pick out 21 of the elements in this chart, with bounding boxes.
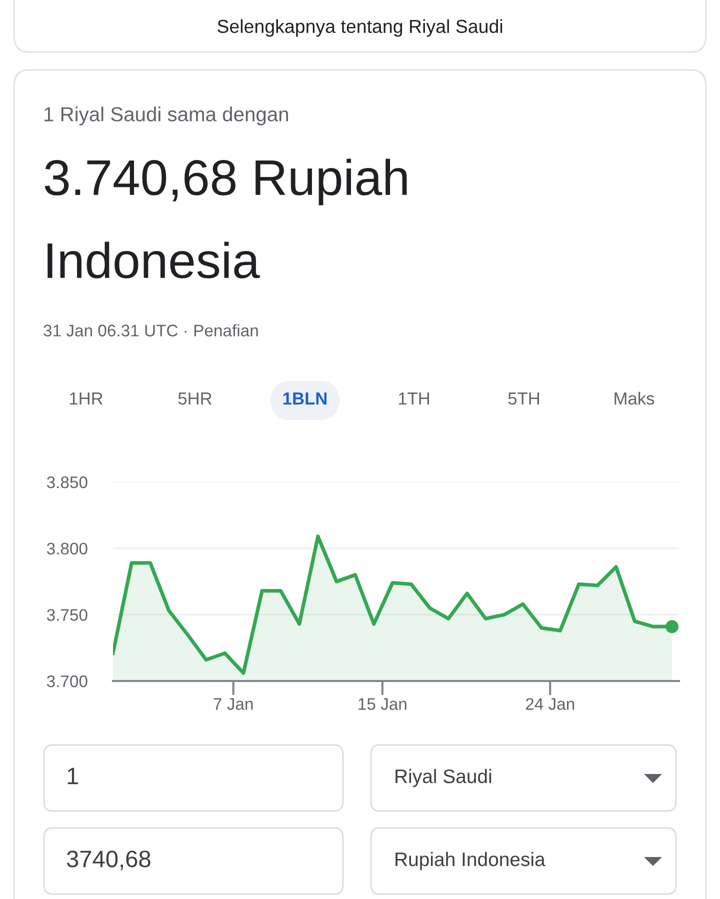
text: 1: [68, 768, 78, 784]
y-tick-label: 3.850: [46, 476, 88, 488]
y-tick-label: 3.750: [46, 609, 88, 621]
text: 1TH: [398, 392, 429, 404]
x-tick-label: 24 Jan: [526, 698, 574, 710]
x-tick-label: 15 Jan: [358, 698, 406, 710]
text: 31 Jan 06.31 UTC · Penafian: [44, 324, 258, 336]
y-tick-label: 3.800: [46, 542, 88, 555]
y-tick-label: 3.700: [46, 675, 88, 688]
chart-subtitle: 3.740,68 Rupiah Indonesia: [44, 158, 407, 278]
text: 1HR: [70, 392, 103, 404]
text: 5HR: [178, 392, 212, 405]
text: Rupiah Indonesia: [396, 852, 546, 870]
text: Maks: [614, 392, 654, 405]
chart-title: 1 Riyal Saudi sama dengan: [44, 106, 288, 126]
text: Selengkapnya tentang Riyal Saudi: [218, 19, 502, 37]
text: 5TH: [508, 392, 539, 405]
text: 1BLN: [283, 392, 326, 404]
x-tick-label: 7 Jan: [214, 698, 253, 710]
text: Riyal Saudi: [396, 768, 492, 788]
text: 3740,68: [66, 850, 150, 870]
